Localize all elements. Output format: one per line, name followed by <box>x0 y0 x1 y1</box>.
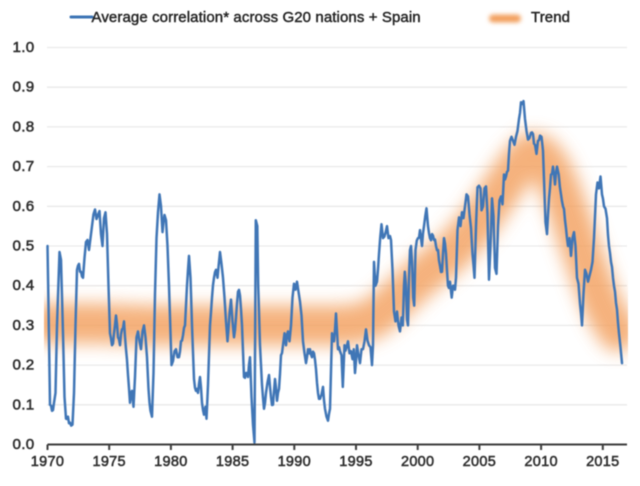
svg-text:2010: 2010 <box>524 454 557 470</box>
svg-text:2015: 2015 <box>586 454 619 470</box>
svg-text:2005: 2005 <box>463 454 496 470</box>
svg-text:0.0: 0.0 <box>12 436 34 453</box>
svg-text:0.4: 0.4 <box>12 277 34 294</box>
svg-text:0.7: 0.7 <box>12 158 34 175</box>
svg-text:0.6: 0.6 <box>12 198 34 215</box>
svg-text:0.9: 0.9 <box>12 79 34 96</box>
svg-text:1.0: 1.0 <box>12 39 34 56</box>
svg-text:Average correlation* across G2: Average correlation* across G20 nations … <box>92 9 421 26</box>
svg-text:0.2: 0.2 <box>12 357 34 374</box>
svg-text:1985: 1985 <box>216 454 249 470</box>
svg-text:1995: 1995 <box>339 454 372 470</box>
svg-text:0.1: 0.1 <box>12 396 34 413</box>
svg-text:1970: 1970 <box>31 454 64 470</box>
svg-text:1990: 1990 <box>278 454 311 470</box>
svg-text:0.5: 0.5 <box>12 238 34 255</box>
svg-text:Trend: Trend <box>531 9 570 26</box>
svg-text:1975: 1975 <box>92 454 125 470</box>
svg-text:0.3: 0.3 <box>12 317 34 334</box>
svg-text:2000: 2000 <box>401 454 434 470</box>
svg-text:0.8: 0.8 <box>12 118 34 135</box>
svg-text:1980: 1980 <box>154 454 187 470</box>
